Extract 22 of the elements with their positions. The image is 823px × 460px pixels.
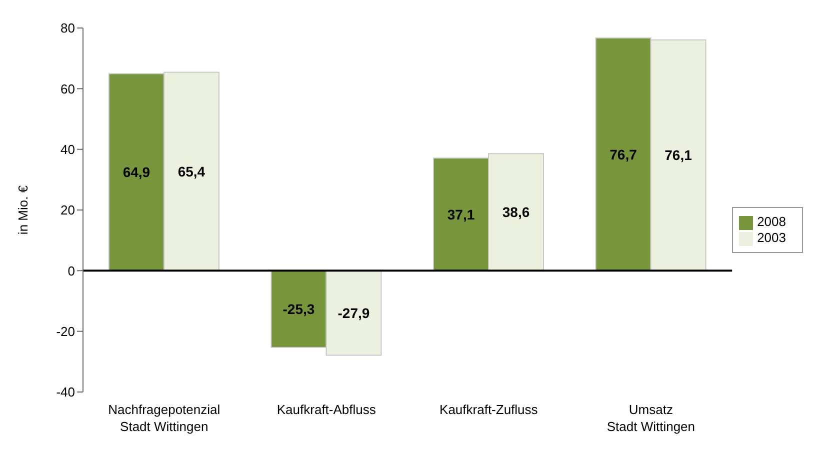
y-tick-label: 20 — [60, 202, 75, 218]
y-tick-label: -40 — [56, 384, 75, 400]
data-label: 76,1 — [664, 147, 692, 164]
x-tick-label: Nachfragepotenzial Stadt Wittingen — [108, 402, 220, 434]
x-tick-label: Kaufkraft-Zufluss — [440, 402, 538, 417]
data-label: -27,9 — [338, 304, 370, 321]
data-label: 64,9 — [122, 164, 150, 180]
data-label: 65,4 — [178, 163, 206, 180]
y-tick-label: 40 — [60, 142, 75, 157]
y-tick-label: 0 — [68, 263, 75, 278]
x-tick-label: Kaufkraft-Abfluss — [276, 402, 376, 417]
data-label: 38,6 — [502, 204, 530, 220]
data-label: 76,7 — [610, 146, 638, 162]
data-label: -25,3 — [282, 301, 315, 318]
legend-label: 2008 — [757, 214, 786, 230]
y-tick-label: 80 — [60, 20, 75, 36]
y-axis-title: in Mio. € — [16, 184, 31, 235]
data-label: 37,1 — [447, 206, 475, 222]
legend-label: 2003 — [757, 230, 786, 245]
x-tick-label: Umsatz Stadt Wittingen — [606, 402, 696, 434]
y-tick-label: 60 — [60, 81, 75, 96]
y-tick-label: -20 — [56, 324, 75, 339]
